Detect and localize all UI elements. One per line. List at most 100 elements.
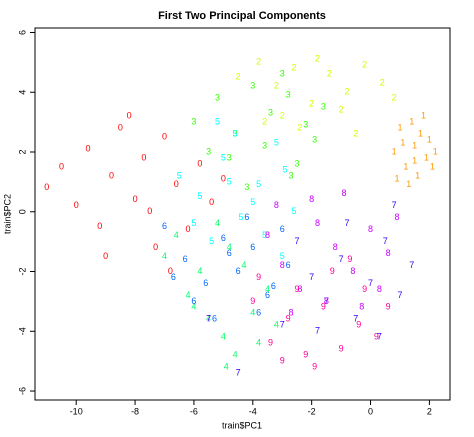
point: 0 xyxy=(147,206,152,216)
point: 2 xyxy=(353,128,358,138)
point: 4 xyxy=(174,230,179,240)
point: 9 xyxy=(312,362,317,372)
point: 6 xyxy=(162,221,167,231)
point: 3 xyxy=(294,158,299,168)
point: 5 xyxy=(239,212,244,222)
point: 5 xyxy=(215,116,220,126)
point: 9 xyxy=(286,314,291,324)
point: 0 xyxy=(109,170,114,180)
point: 7 xyxy=(315,326,320,336)
point: 1 xyxy=(427,134,432,144)
point: 5 xyxy=(283,164,288,174)
point: 4 xyxy=(233,350,238,360)
point: 1 xyxy=(415,170,420,180)
point: 4 xyxy=(241,260,246,270)
point: 3 xyxy=(227,152,232,162)
point: 4 xyxy=(221,332,226,342)
point: 5 xyxy=(274,137,279,147)
chart-title: First Two Principal Components xyxy=(158,10,326,22)
point: 6 xyxy=(244,212,249,222)
point: 2 xyxy=(315,54,320,64)
point: 8 xyxy=(350,266,355,276)
point: 8 xyxy=(309,194,314,204)
point: 7 xyxy=(344,218,349,228)
x-axis-label: train$PC1 xyxy=(222,420,262,430)
point: 9 xyxy=(321,302,326,312)
point: 8 xyxy=(265,230,270,240)
point: 6 xyxy=(191,296,196,306)
point: 9 xyxy=(374,332,379,342)
x-tick-label: -2 xyxy=(308,406,316,416)
point: 7 xyxy=(368,278,373,288)
point: 6 xyxy=(265,290,270,300)
point: 7 xyxy=(353,314,358,324)
point: 9 xyxy=(256,272,261,282)
point: 3 xyxy=(303,119,308,129)
point: 7 xyxy=(392,200,397,210)
point: 7 xyxy=(280,320,285,330)
point: 7 xyxy=(339,254,344,264)
point: 6 xyxy=(256,308,261,318)
point: 3 xyxy=(321,102,326,112)
point: 7 xyxy=(409,260,414,270)
point: 9 xyxy=(303,350,308,360)
y-axis-label: train$PC2 xyxy=(2,194,12,234)
y-tick-label: 2 xyxy=(17,149,27,154)
point: 9 xyxy=(280,356,285,366)
x-tick-label: -10 xyxy=(70,406,83,416)
point: 3 xyxy=(262,140,267,150)
point: 5 xyxy=(197,191,202,201)
x-tick-label: -8 xyxy=(131,406,139,416)
point: 6 xyxy=(236,266,241,276)
point: 8 xyxy=(368,224,373,234)
point: 2 xyxy=(339,105,344,115)
point: 9 xyxy=(250,296,255,306)
point: 4 xyxy=(206,314,211,324)
point: 5 xyxy=(256,179,261,189)
point: 0 xyxy=(186,224,191,234)
point: 8 xyxy=(324,296,329,306)
point: 0 xyxy=(174,179,179,189)
point: 1 xyxy=(421,111,426,121)
point: 5 xyxy=(233,128,238,138)
point: 1 xyxy=(406,179,411,189)
point: 6 xyxy=(271,281,276,291)
point: 1 xyxy=(424,152,429,162)
point: 8 xyxy=(333,242,338,252)
point: 9 xyxy=(268,338,273,348)
point: 6 xyxy=(250,242,255,252)
point: 7 xyxy=(397,290,402,300)
point: 1 xyxy=(412,140,417,150)
point: 9 xyxy=(347,254,352,264)
point: 0 xyxy=(153,242,158,252)
point: 8 xyxy=(274,200,279,210)
point: 6 xyxy=(212,314,217,324)
point: 6 xyxy=(286,260,291,270)
point: 3 xyxy=(250,81,255,91)
point: 8 xyxy=(315,218,320,228)
point: 1 xyxy=(433,146,438,156)
point: 3 xyxy=(233,128,238,138)
point: 9 xyxy=(362,284,367,294)
point: 0 xyxy=(44,182,49,192)
point: 5 xyxy=(227,176,232,186)
point: 7 xyxy=(294,236,299,246)
point: 8 xyxy=(280,260,285,270)
point: 5 xyxy=(177,170,182,180)
point: 0 xyxy=(209,197,214,207)
y-tick-label: 4 xyxy=(17,90,27,95)
point: 2 xyxy=(309,99,314,109)
y-tick-label: 6 xyxy=(17,30,27,35)
point: 9 xyxy=(356,320,361,330)
point: 6 xyxy=(221,233,226,243)
point: 0 xyxy=(85,143,90,153)
point: 8 xyxy=(377,284,382,294)
point: 2 xyxy=(327,69,332,79)
point: 6 xyxy=(203,278,208,288)
point: 2 xyxy=(280,111,285,121)
y-tick-label: -4 xyxy=(17,327,27,335)
point: 1 xyxy=(392,146,397,156)
point: 3 xyxy=(268,108,273,118)
y-tick-label: -2 xyxy=(17,268,27,276)
